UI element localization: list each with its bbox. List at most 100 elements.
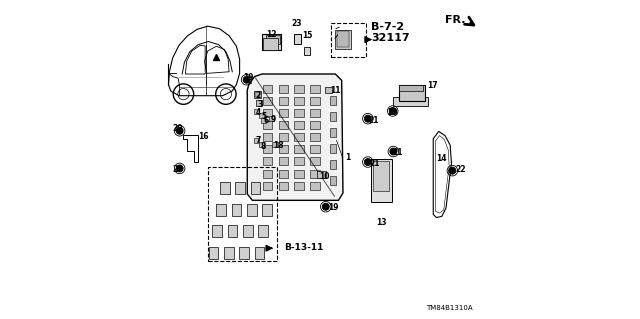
Bar xyxy=(262,97,272,105)
Text: FR.: FR. xyxy=(445,15,465,25)
Bar xyxy=(399,85,423,91)
Text: 4: 4 xyxy=(255,108,261,117)
Circle shape xyxy=(176,165,183,172)
Bar xyxy=(209,247,218,259)
Bar xyxy=(330,144,336,153)
Bar xyxy=(310,97,320,105)
Bar xyxy=(278,133,288,141)
Text: 21: 21 xyxy=(369,116,379,125)
Bar xyxy=(310,85,320,93)
Text: 20: 20 xyxy=(173,165,183,174)
Bar xyxy=(278,145,288,153)
Bar xyxy=(236,182,245,194)
Bar xyxy=(269,116,274,121)
Bar xyxy=(294,133,304,141)
Bar xyxy=(220,182,230,194)
Text: 11: 11 xyxy=(330,86,340,95)
Bar xyxy=(399,85,424,101)
Text: 21: 21 xyxy=(393,148,403,157)
Bar xyxy=(294,145,304,153)
Bar xyxy=(317,171,326,178)
Circle shape xyxy=(449,167,456,174)
Bar xyxy=(310,170,320,177)
Bar xyxy=(325,87,332,93)
Bar xyxy=(278,109,288,117)
Circle shape xyxy=(390,148,397,155)
Text: 20: 20 xyxy=(173,124,183,133)
Text: 10: 10 xyxy=(319,172,330,181)
Text: 12: 12 xyxy=(266,30,276,39)
Bar xyxy=(330,112,336,121)
Bar xyxy=(278,182,288,189)
Text: 13: 13 xyxy=(376,218,387,227)
Text: TM84B1310A: TM84B1310A xyxy=(426,305,473,311)
Bar xyxy=(278,170,288,177)
Bar xyxy=(262,204,272,216)
Bar xyxy=(208,167,277,261)
Bar xyxy=(310,133,320,141)
Bar xyxy=(331,23,366,57)
Bar xyxy=(251,182,260,194)
Bar xyxy=(262,145,272,153)
Text: 19: 19 xyxy=(243,73,253,82)
Bar xyxy=(262,121,272,129)
Bar xyxy=(335,30,351,49)
Bar xyxy=(259,142,264,147)
Text: 14: 14 xyxy=(436,154,447,163)
Bar xyxy=(330,96,336,105)
Circle shape xyxy=(176,127,183,134)
Bar xyxy=(259,113,264,118)
Bar xyxy=(262,133,272,141)
Text: B-13-11: B-13-11 xyxy=(284,243,324,252)
Bar xyxy=(294,85,304,93)
Bar xyxy=(260,118,266,123)
Circle shape xyxy=(364,159,371,166)
Polygon shape xyxy=(247,74,343,200)
Bar xyxy=(278,158,288,165)
Bar xyxy=(393,97,428,106)
Bar xyxy=(272,142,278,147)
Bar xyxy=(294,170,304,177)
Bar xyxy=(278,97,288,105)
Bar xyxy=(330,128,336,137)
Text: 20: 20 xyxy=(387,108,398,117)
Bar xyxy=(330,176,336,185)
Bar xyxy=(278,121,288,129)
Text: 9: 9 xyxy=(271,115,276,124)
Bar xyxy=(254,138,259,143)
Bar xyxy=(224,247,234,259)
Bar xyxy=(247,204,257,216)
Text: 3: 3 xyxy=(258,100,263,109)
Bar xyxy=(262,109,272,117)
Text: 1: 1 xyxy=(345,153,350,162)
Text: 2: 2 xyxy=(255,91,261,100)
Bar xyxy=(262,85,272,93)
Text: 17: 17 xyxy=(427,81,438,90)
Bar xyxy=(310,109,320,117)
Text: 21: 21 xyxy=(369,159,380,168)
Bar xyxy=(255,100,262,106)
Bar xyxy=(262,158,272,165)
Text: 22: 22 xyxy=(456,165,466,174)
Bar xyxy=(259,225,268,237)
Bar xyxy=(262,34,281,50)
Polygon shape xyxy=(168,26,239,96)
Bar xyxy=(255,247,264,259)
Bar xyxy=(294,34,301,44)
Bar xyxy=(255,92,260,97)
Bar xyxy=(310,182,320,189)
Bar xyxy=(294,121,304,129)
Bar xyxy=(263,38,278,50)
Bar xyxy=(310,121,320,129)
Bar xyxy=(212,225,222,237)
Text: 15: 15 xyxy=(302,31,312,40)
Bar xyxy=(337,31,349,47)
Text: 5: 5 xyxy=(261,112,266,121)
Circle shape xyxy=(389,108,396,115)
Bar xyxy=(216,204,226,216)
Bar xyxy=(253,91,260,98)
Circle shape xyxy=(322,203,329,210)
Bar xyxy=(266,35,280,44)
Text: 6: 6 xyxy=(263,116,268,125)
Bar xyxy=(371,159,392,202)
